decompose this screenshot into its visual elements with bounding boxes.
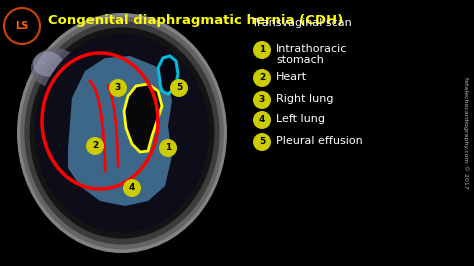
Text: 1: 1 <box>165 143 171 152</box>
Text: Intrathoracic
stomach: Intrathoracic stomach <box>276 44 347 65</box>
Text: 2: 2 <box>92 142 98 151</box>
Ellipse shape <box>17 13 227 253</box>
Circle shape <box>86 137 104 155</box>
Circle shape <box>109 79 127 97</box>
Text: 3: 3 <box>115 84 121 93</box>
Text: 4: 4 <box>259 115 265 124</box>
Text: Heart: Heart <box>276 72 307 82</box>
Circle shape <box>253 69 271 87</box>
Polygon shape <box>124 84 162 152</box>
Ellipse shape <box>31 48 79 88</box>
Text: Pleural effusion: Pleural effusion <box>276 136 363 146</box>
Text: 5: 5 <box>259 138 265 147</box>
Text: 1: 1 <box>259 45 265 55</box>
Circle shape <box>253 111 271 129</box>
Text: Left lung: Left lung <box>276 114 325 124</box>
Polygon shape <box>68 56 172 206</box>
Text: Right lung: Right lung <box>276 94 334 104</box>
Text: 2: 2 <box>259 73 265 82</box>
Text: 4: 4 <box>129 184 135 193</box>
Polygon shape <box>158 56 178 94</box>
Circle shape <box>159 139 177 157</box>
Text: Transvaginal scan: Transvaginal scan <box>252 18 352 28</box>
Ellipse shape <box>20 16 224 250</box>
Text: 3: 3 <box>259 95 265 105</box>
Ellipse shape <box>35 34 209 232</box>
Circle shape <box>253 133 271 151</box>
Text: fetalechocardiography.com © 2017: fetalechocardiography.com © 2017 <box>463 77 469 189</box>
Ellipse shape <box>24 21 219 245</box>
Circle shape <box>123 179 141 197</box>
Circle shape <box>170 79 188 97</box>
Ellipse shape <box>29 27 214 239</box>
Text: 5: 5 <box>176 84 182 93</box>
Ellipse shape <box>33 52 63 77</box>
Text: Congenital diaphragmatic hernia (CDH): Congenital diaphragmatic hernia (CDH) <box>48 14 343 27</box>
Circle shape <box>253 41 271 59</box>
Circle shape <box>253 91 271 109</box>
Text: LS: LS <box>15 21 29 31</box>
